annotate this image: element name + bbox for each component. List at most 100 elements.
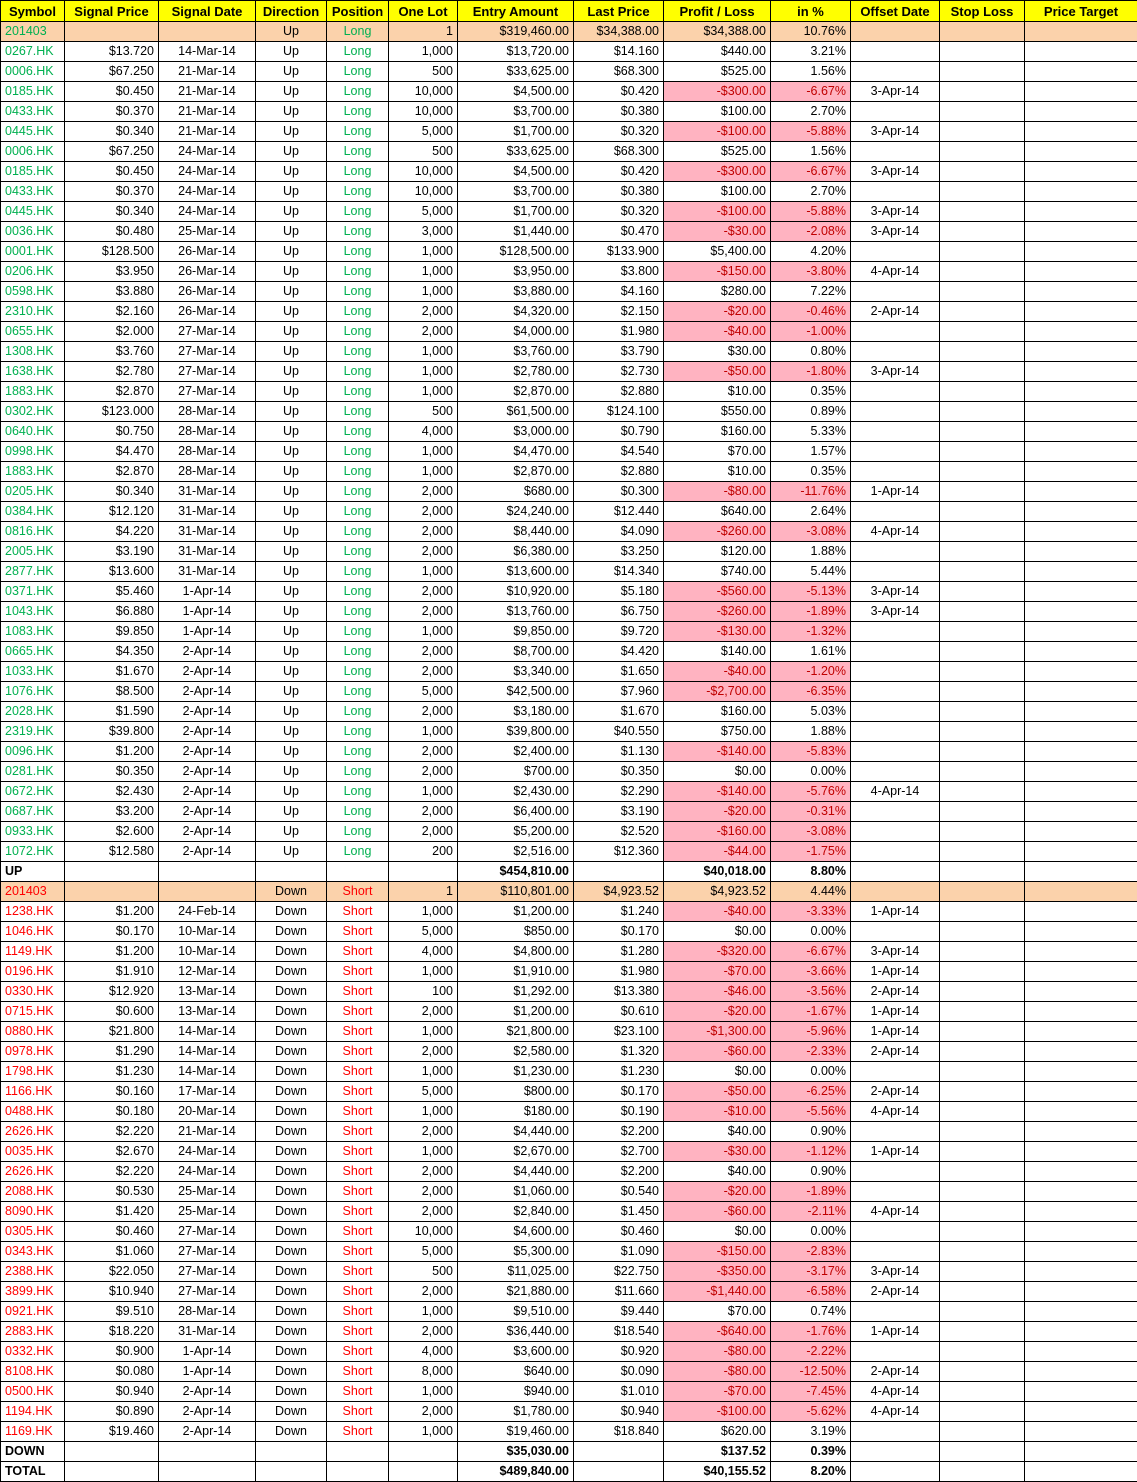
column-header-in_pct[interactable]: in % (771, 1, 851, 22)
cell-last_price[interactable]: $2.730 (574, 362, 664, 382)
cell-offset_date[interactable] (851, 702, 940, 722)
cell-offset_date[interactable] (851, 282, 940, 302)
cell-entry_amount[interactable]: $9,510.00 (458, 1302, 574, 1322)
cell-entry_amount[interactable]: $3,700.00 (458, 102, 574, 122)
cell-in_pct[interactable]: 0.80% (771, 342, 851, 362)
cell-signal_price[interactable]: $1.200 (65, 942, 159, 962)
cell-symbol[interactable]: 1638.HK (1, 362, 65, 382)
cell-signal_price[interactable]: $3.190 (65, 542, 159, 562)
cell-profit_loss[interactable]: -$50.00 (664, 1082, 771, 1102)
column-header-direction[interactable]: Direction (256, 1, 327, 22)
cell-stop_loss[interactable] (940, 1202, 1025, 1222)
cell-last_price[interactable]: $4.540 (574, 442, 664, 462)
cell-stop_loss[interactable] (940, 882, 1025, 902)
cell-stop_loss[interactable] (940, 1242, 1025, 1262)
cell-offset_date[interactable]: 1-Apr-14 (851, 902, 940, 922)
cell-in_pct[interactable]: -2.08% (771, 222, 851, 242)
cell-position[interactable]: Long (327, 542, 389, 562)
cell-symbol[interactable]: 0281.HK (1, 762, 65, 782)
cell-last_price[interactable]: $2.520 (574, 822, 664, 842)
cell-in_pct[interactable]: 1.88% (771, 542, 851, 562)
cell-profit_loss[interactable]: $280.00 (664, 282, 771, 302)
cell-profit_loss[interactable]: $620.00 (664, 1422, 771, 1442)
cell-symbol[interactable]: UP (1, 862, 65, 882)
cell-signal_price[interactable]: $2.670 (65, 1142, 159, 1162)
cell-one_lot[interactable]: 1,000 (389, 1422, 458, 1442)
cell-signal_price[interactable]: $2.220 (65, 1162, 159, 1182)
cell-one_lot[interactable]: 2,000 (389, 762, 458, 782)
cell-last_price[interactable]: $5.180 (574, 582, 664, 602)
cell-symbol[interactable]: 0371.HK (1, 582, 65, 602)
cell-entry_amount[interactable]: $4,470.00 (458, 442, 574, 462)
cell-one_lot[interactable]: 4,000 (389, 942, 458, 962)
cell-in_pct[interactable]: -2.33% (771, 1042, 851, 1062)
cell-position[interactable]: Long (327, 502, 389, 522)
cell-last_price[interactable]: $6.750 (574, 602, 664, 622)
cell-position[interactable]: Long (327, 842, 389, 862)
cell-last_price[interactable]: $2.150 (574, 302, 664, 322)
cell-signal_date[interactable]: 24-Mar-14 (159, 182, 256, 202)
cell-price_target[interactable] (1025, 322, 1137, 342)
column-header-one_lot[interactable]: One Lot (389, 1, 458, 22)
cell-signal_date[interactable] (159, 862, 256, 882)
cell-one_lot[interactable]: 2,000 (389, 802, 458, 822)
cell-direction[interactable]: Up (256, 22, 327, 42)
cell-signal_date[interactable]: 21-Mar-14 (159, 1122, 256, 1142)
cell-one_lot[interactable]: 2,000 (389, 702, 458, 722)
cell-last_price[interactable]: $34,388.00 (574, 22, 664, 42)
cell-last_price[interactable]: $4.160 (574, 282, 664, 302)
cell-one_lot[interactable]: 1,000 (389, 462, 458, 482)
cell-direction[interactable]: Up (256, 742, 327, 762)
cell-profit_loss[interactable]: $40,155.52 (664, 1462, 771, 1482)
cell-position[interactable]: Long (327, 402, 389, 422)
cell-one_lot[interactable]: 2,000 (389, 1122, 458, 1142)
cell-price_target[interactable] (1025, 1142, 1137, 1162)
cell-entry_amount[interactable]: $2,400.00 (458, 742, 574, 762)
cell-symbol[interactable]: 0488.HK (1, 1102, 65, 1122)
cell-one_lot[interactable]: 10,000 (389, 182, 458, 202)
cell-price_target[interactable] (1025, 962, 1137, 982)
cell-offset_date[interactable] (851, 342, 940, 362)
cell-last_price[interactable]: $0.460 (574, 1222, 664, 1242)
cell-last_price[interactable]: $1.650 (574, 662, 664, 682)
cell-in_pct[interactable]: -3.08% (771, 822, 851, 842)
cell-symbol[interactable]: 2877.HK (1, 562, 65, 582)
cell-direction[interactable]: Up (256, 122, 327, 142)
cell-offset_date[interactable]: 3-Apr-14 (851, 162, 940, 182)
cell-signal_date[interactable]: 24-Mar-14 (159, 162, 256, 182)
cell-entry_amount[interactable]: $128,500.00 (458, 242, 574, 262)
cell-in_pct[interactable]: -2.11% (771, 1202, 851, 1222)
cell-one_lot[interactable]: 2,000 (389, 302, 458, 322)
cell-symbol[interactable]: 0665.HK (1, 642, 65, 662)
cell-stop_loss[interactable] (940, 922, 1025, 942)
cell-direction[interactable]: Up (256, 502, 327, 522)
cell-signal_price[interactable]: $4.350 (65, 642, 159, 662)
cell-in_pct[interactable]: -1.89% (771, 602, 851, 622)
cell-price_target[interactable] (1025, 1342, 1137, 1362)
cell-position[interactable]: Long (327, 662, 389, 682)
cell-price_target[interactable] (1025, 502, 1137, 522)
cell-position[interactable]: Long (327, 582, 389, 602)
cell-price_target[interactable] (1025, 882, 1137, 902)
cell-position[interactable]: Long (327, 302, 389, 322)
cell-offset_date[interactable]: 4-Apr-14 (851, 262, 940, 282)
cell-signal_date[interactable]: 24-Mar-14 (159, 1162, 256, 1182)
cell-profit_loss[interactable]: -$100.00 (664, 202, 771, 222)
cell-symbol[interactable]: 1072.HK (1, 842, 65, 862)
cell-price_target[interactable] (1025, 1442, 1137, 1462)
cell-stop_loss[interactable] (940, 1102, 1025, 1122)
cell-one_lot[interactable] (389, 1442, 458, 1462)
cell-position[interactable]: Long (327, 682, 389, 702)
cell-one_lot[interactable]: 500 (389, 1262, 458, 1282)
cell-one_lot[interactable]: 2,000 (389, 602, 458, 622)
cell-one_lot[interactable]: 2,000 (389, 502, 458, 522)
cell-offset_date[interactable] (851, 622, 940, 642)
cell-direction[interactable]: Up (256, 522, 327, 542)
cell-position[interactable] (327, 1442, 389, 1462)
cell-price_target[interactable] (1025, 942, 1137, 962)
cell-in_pct[interactable]: 1.61% (771, 642, 851, 662)
cell-price_target[interactable] (1025, 862, 1137, 882)
cell-position[interactable]: Long (327, 142, 389, 162)
cell-position[interactable]: Long (327, 382, 389, 402)
cell-signal_date[interactable]: 26-Mar-14 (159, 242, 256, 262)
